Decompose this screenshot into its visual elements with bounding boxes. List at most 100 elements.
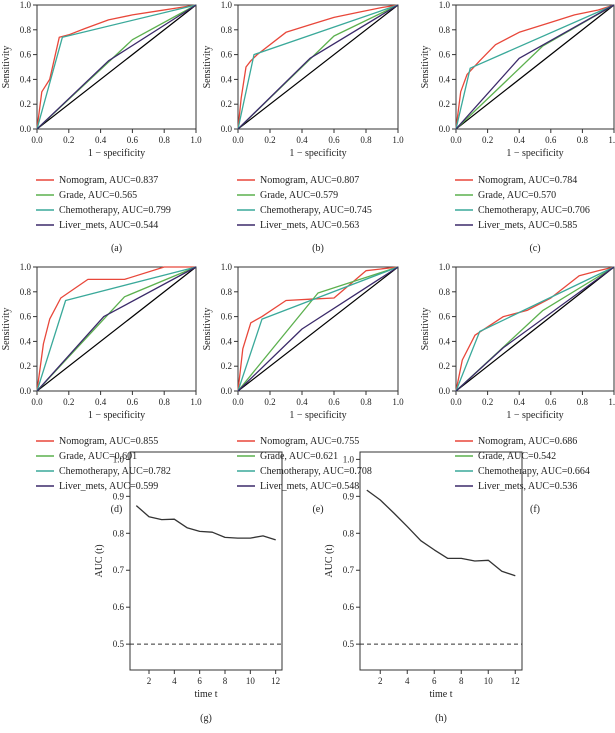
legend-entry: Grade, AUC=0.579 — [260, 190, 338, 201]
x-tick-label: 0.8 — [159, 135, 171, 145]
panel-caption: (h) — [435, 713, 447, 724]
plot-frame — [455, 4, 615, 130]
x-tick-label: 0.0 — [31, 397, 43, 407]
y-tick-label: 0.8 — [20, 25, 32, 35]
y-tick-label: 0.0 — [439, 124, 451, 134]
legend-entry: Chemotherapy, AUC=0.799 — [59, 205, 171, 216]
y-tick-label: 0.8 — [221, 287, 233, 297]
series-line-chemotherapy — [237, 4, 399, 130]
x-tick-label: 0.2 — [482, 135, 493, 145]
panel-caption: (a) — [111, 243, 122, 254]
y-axis-label: Sensitivity — [202, 308, 213, 351]
legend-entry: Nomogram, AUC=0.837 — [59, 175, 158, 186]
y-tick-label: 0.4 — [221, 74, 233, 84]
y-tick-label: 1.0 — [113, 454, 125, 464]
x-tick-label: 8 — [223, 676, 228, 686]
y-tick-label: 0.6 — [221, 312, 233, 322]
chart-panel-5: 0.0 0.2 0.4 0.6 0.8 1.0 0.0 0.2 0.4 0.6 0.8 1.0 1 − … — [202, 262, 404, 515]
series-line-liver_mets — [237, 4, 399, 130]
x-axis-label: time t — [429, 689, 452, 700]
y-axis-label: AUC (t) — [324, 544, 335, 577]
y-tick-label: 0.7 — [343, 565, 355, 575]
y-tick-label: 0.6 — [113, 602, 125, 612]
chart-panel-1: 0.0 0.2 0.4 0.6 0.8 1.0 0.0 0.2 0.4 0.6 0.8 1.0 1 − … — [1, 0, 202, 254]
y-tick-label: 0.2 — [20, 99, 31, 109]
y-tick-label: 0.6 — [439, 50, 451, 60]
x-tick-label: 1.0 — [392, 397, 404, 407]
y-axis-label: Sensitivity — [202, 46, 213, 89]
series-line-nomogram — [455, 4, 615, 130]
reference-diagonal — [36, 4, 197, 130]
series-line-liver_mets — [455, 266, 615, 392]
x-tick-label: 0.6 — [328, 397, 340, 407]
chart-panel-6: 0.0 0.2 0.4 0.6 0.8 1.0 0.0 0.2 0.4 0.6 0.8 1.0 1 − … — [420, 262, 615, 515]
x-tick-label: 0.6 — [127, 135, 139, 145]
series-line-chemotherapy — [237, 266, 399, 392]
y-axis-label: Sensitivity — [1, 46, 12, 89]
series-line-auc — [135, 505, 276, 541]
plot-frame — [36, 4, 197, 130]
x-tick-label: 0.4 — [296, 397, 308, 407]
plot-frame — [359, 451, 523, 671]
y-tick-label: 1.0 — [221, 0, 233, 10]
y-tick-label: 0.0 — [221, 386, 233, 396]
x-tick-label: 0.0 — [450, 135, 462, 145]
x-axis-label: 1 − specificity — [506, 148, 563, 159]
chart-panel-7: 2 4 6 8 10 12 0.5 0.6 0.7 0.8 0.9 1.0 time t AUC (t) (… — [94, 451, 283, 724]
series-line-liver_mets — [455, 4, 615, 130]
panel-caption: (g) — [200, 713, 212, 724]
x-tick-label: 0.4 — [514, 135, 526, 145]
series-line-chemotherapy — [455, 266, 615, 392]
y-tick-label: 0.4 — [439, 336, 451, 346]
y-tick-label: 0.6 — [343, 602, 355, 612]
y-axis-label: Sensitivity — [420, 46, 431, 89]
x-tick-label: 12 — [271, 676, 280, 686]
x-axis-label: 1 − specificity — [88, 148, 145, 159]
x-tick-label: 0.4 — [95, 397, 107, 407]
x-tick-label: 1.0 — [392, 135, 404, 145]
legend-entry: Chemotherapy, AUC=0.782 — [59, 466, 171, 477]
y-tick-label: 0.4 — [20, 336, 32, 346]
y-axis-label: Sensitivity — [420, 308, 431, 351]
x-tick-label: 2 — [378, 676, 383, 686]
plot-frame — [455, 266, 615, 392]
x-tick-label: 1.0 — [190, 397, 202, 407]
y-tick-label: 0.9 — [343, 491, 355, 501]
y-tick-label: 0.4 — [221, 336, 233, 346]
x-axis-label: 1 − specificity — [289, 410, 346, 421]
chart-panel-8: 2 4 6 8 10 12 0.5 0.6 0.7 0.8 0.9 1.0 time t AUC (t) (… — [324, 451, 523, 724]
x-tick-label: 2 — [147, 676, 152, 686]
y-axis-label: Sensitivity — [1, 308, 12, 351]
y-tick-label: 0.0 — [20, 386, 32, 396]
series-line-grade — [237, 266, 399, 392]
x-tick-label: 0.8 — [360, 135, 372, 145]
x-axis-label: 1 − specificity — [506, 410, 563, 421]
y-tick-label: 0.2 — [20, 361, 31, 371]
x-tick-label: 0.2 — [264, 135, 275, 145]
y-tick-label: 0.2 — [221, 361, 232, 371]
y-tick-label: 1.0 — [439, 262, 451, 272]
x-tick-label: 4 — [172, 676, 177, 686]
legend-entry: Liver_mets, AUC=0.548 — [260, 481, 359, 492]
legend-entry: Chemotherapy, AUC=0.664 — [478, 466, 590, 477]
series-line-nomogram — [237, 266, 399, 392]
legend-entry: Liver_mets, AUC=0.585 — [478, 220, 577, 231]
x-tick-label: 10 — [246, 676, 256, 686]
y-tick-label: 0.8 — [20, 287, 32, 297]
y-tick-label: 1.0 — [20, 0, 32, 10]
y-tick-label: 0.8 — [439, 25, 451, 35]
x-tick-label: 0.4 — [95, 135, 107, 145]
chart-panel-3: 0.0 0.2 0.4 0.6 0.8 1.0 0.0 0.2 0.4 0.6 0.8 1.0 1 − … — [420, 0, 615, 254]
legend-entry: Liver_mets, AUC=0.563 — [260, 220, 359, 231]
x-tick-label: 0.6 — [127, 397, 139, 407]
y-tick-label: 1.0 — [439, 0, 451, 10]
legend-entry: Grade, AUC=0.621 — [260, 451, 338, 462]
x-tick-label: 0.2 — [63, 135, 74, 145]
x-tick-label: 0.2 — [63, 397, 74, 407]
y-tick-label: 0.8 — [113, 528, 125, 538]
x-tick-label: 0.8 — [577, 397, 589, 407]
panel-caption: (e) — [312, 504, 323, 515]
y-tick-label: 0.0 — [20, 124, 32, 134]
x-tick-label: 1.0 — [608, 135, 615, 145]
